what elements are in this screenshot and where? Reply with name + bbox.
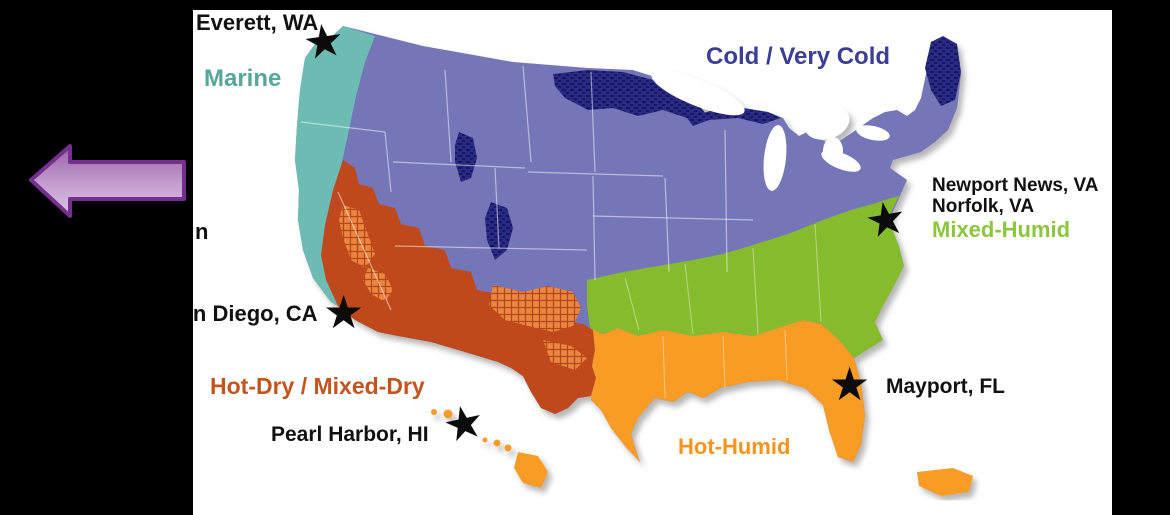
map-panel — [193, 10, 1112, 515]
state-borders-south — [624, 223, 822, 399]
location-star-icon: ★ — [299, 11, 348, 71]
location-label-newport-news: Newport News, VA — [932, 175, 1099, 196]
zone-mixed-humid-region — [587, 196, 904, 358]
state-borders — [300, 65, 754, 311]
hawaii-islands — [431, 409, 548, 488]
location-star-icon: ★ — [323, 285, 365, 339]
zone-label-cold-very-cold: Cold / Very Cold — [706, 43, 891, 70]
back-arrow-icon[interactable] — [26, 140, 190, 224]
zone-mixed-dry-patch — [339, 205, 375, 268]
zone-marine-region — [295, 26, 375, 306]
zone-very-cold-patch — [925, 36, 961, 106]
location-label-everett: Everett, WA — [196, 10, 319, 35]
zone-label-hot-dry-mixed-dry: Hot-Dry / Mixed-Dry — [210, 373, 425, 399]
location-label-san-diego: San Diego, CA — [166, 301, 318, 326]
zone-label-marine: Marine — [204, 65, 282, 92]
location-star-icon: ★ — [829, 357, 871, 411]
zone-label-mixed-humid: Mixed-Humid — [932, 217, 1071, 242]
zone-label-hot-humid: Hot-Humid — [678, 434, 791, 459]
zone-mixed-dry-patch — [543, 340, 587, 370]
zone-very-cold-patch — [687, 108, 781, 126]
top-black-bar — [0, 0, 1170, 10]
zone-very-cold-patch — [485, 202, 513, 260]
zone-mixed-dry-patch — [363, 268, 393, 302]
location-label-norfolk: Norfolk, VA — [932, 196, 1035, 217]
great-lakes — [651, 70, 890, 191]
location-star-icon: ★ — [860, 188, 911, 250]
location-label-pearl-harbor: Pearl Harbor, HI — [271, 423, 429, 446]
zone-very-cold-patch — [455, 132, 477, 182]
puerto-rico — [917, 468, 973, 496]
us-climate-zone-map — [295, 26, 973, 496]
northeast-label-block: Newport News, VA Norfolk, VA Mixed-Humid — [932, 175, 1098, 242]
zone-hot-humid-region — [590, 320, 865, 462]
left-black-bar — [0, 0, 193, 515]
location-label-mayport: Mayport, FL — [886, 375, 1005, 398]
zone-mixed-dry-patch — [489, 285, 581, 332]
zone-hot-dry-region — [321, 160, 596, 414]
right-black-bar — [1112, 0, 1170, 515]
cropped-letter: n — [195, 219, 209, 244]
